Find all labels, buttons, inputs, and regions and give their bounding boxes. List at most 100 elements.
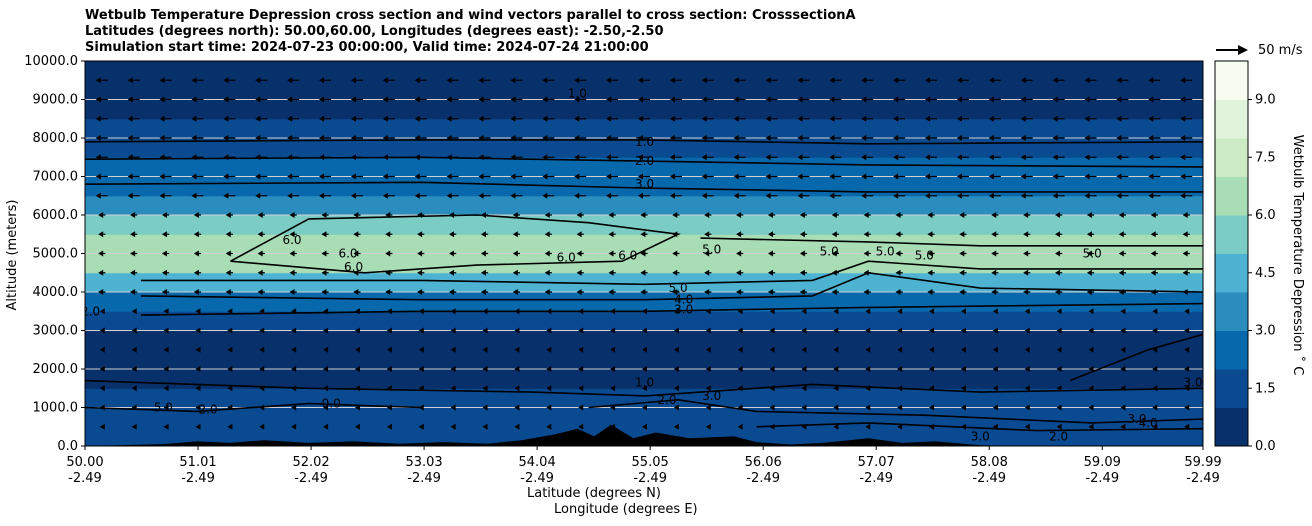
wind-vector-head bbox=[960, 366, 966, 372]
wind-vector-head bbox=[1120, 385, 1126, 392]
contour-label: 2.0 bbox=[657, 393, 676, 407]
wind-vector-head bbox=[897, 308, 903, 315]
wind-vector-head bbox=[225, 231, 231, 238]
wind-vector-head bbox=[673, 423, 679, 430]
wind-vector-head bbox=[1024, 346, 1030, 353]
wind-vector-head bbox=[733, 77, 739, 84]
wind-vector-head bbox=[1148, 192, 1154, 199]
x-tick-label-lon: -2.49 bbox=[294, 471, 328, 486]
wind-vector-head bbox=[514, 346, 520, 353]
wind-vector-head bbox=[131, 385, 137, 392]
wind-vector-head bbox=[929, 346, 935, 353]
wind-vector-head bbox=[130, 269, 136, 276]
wind-vector-head bbox=[98, 269, 104, 276]
colorbar-segment bbox=[1215, 176, 1248, 197]
wind-vector-head bbox=[446, 115, 452, 122]
wind-vector-head bbox=[578, 385, 584, 392]
wind-vector-head bbox=[988, 154, 994, 161]
wind-vector-head bbox=[1024, 366, 1030, 372]
wind-vector-head bbox=[544, 250, 550, 257]
wind-vector-head bbox=[610, 346, 616, 353]
wind-vector-head bbox=[960, 423, 966, 430]
wind-vector-head bbox=[418, 308, 424, 315]
wind-vector-head bbox=[642, 385, 647, 392]
wind-vector-head bbox=[638, 96, 643, 103]
wind-vector-head bbox=[542, 173, 548, 180]
wind-vector-head bbox=[1180, 154, 1186, 161]
wind-vector-head bbox=[159, 96, 165, 103]
wind-vector-head bbox=[354, 404, 360, 411]
wind-vector-head bbox=[925, 192, 931, 199]
depression-band bbox=[85, 407, 1203, 428]
wind-vector-head bbox=[799, 212, 805, 218]
wind-vector-head bbox=[450, 308, 456, 315]
wind-vector-head bbox=[701, 173, 707, 180]
contour-label: 2.0 bbox=[81, 304, 100, 318]
wind-vector-head bbox=[1020, 115, 1026, 122]
wind-vector-head bbox=[514, 366, 520, 372]
wind-vector-head bbox=[1088, 308, 1094, 315]
colorbar-segment bbox=[1215, 426, 1248, 447]
wind-vector-head bbox=[255, 77, 261, 84]
wind-vector-head bbox=[385, 231, 391, 238]
wind-vector-head bbox=[354, 385, 360, 392]
wind-vector-head bbox=[640, 250, 646, 257]
wind-vector-head bbox=[1180, 77, 1186, 84]
depression-band bbox=[85, 234, 1203, 254]
wind-vector-head bbox=[831, 250, 837, 257]
wind-vector-head bbox=[1084, 96, 1090, 103]
wind-vector-head bbox=[130, 289, 136, 295]
wind-vector-head bbox=[672, 231, 678, 238]
wind-vector-head bbox=[195, 404, 201, 411]
contour-label: 2.0 bbox=[1049, 429, 1068, 443]
wind-vector-head bbox=[673, 404, 679, 411]
wind-vector-head bbox=[482, 327, 488, 334]
wind-vector-head bbox=[480, 212, 486, 218]
wind-vector-head bbox=[833, 327, 839, 334]
wind-vector-head bbox=[701, 96, 707, 103]
wind-vector-head bbox=[95, 96, 101, 103]
wind-vector-head bbox=[929, 308, 935, 315]
wind-vector-head bbox=[99, 366, 105, 372]
wind-vector-head bbox=[1086, 212, 1092, 218]
contour-label: 5.0 bbox=[820, 245, 839, 259]
contour-label: 5.0 bbox=[154, 401, 173, 415]
wind-vector-head bbox=[1088, 423, 1094, 430]
wind-vector-head bbox=[1118, 269, 1124, 276]
wind-vector-head bbox=[925, 96, 931, 103]
wind-vector-head bbox=[927, 250, 933, 257]
depression-band bbox=[85, 215, 1203, 235]
wind-vector-head bbox=[608, 250, 614, 257]
wind-vector-head bbox=[546, 404, 552, 411]
wind-vector-head bbox=[799, 289, 805, 295]
wind-vector-head bbox=[223, 154, 229, 161]
wind-vector-head bbox=[1084, 173, 1090, 180]
y-tick-label: 1000.0 bbox=[33, 401, 79, 416]
wind-vector-head bbox=[323, 346, 329, 353]
wind-vector-head bbox=[673, 308, 679, 315]
contour-labels: 1.02.03.06.06.06.06.0 6.0 5.0 5.0 5.0 5.05.04… bbox=[81, 87, 1202, 444]
wind-vector-head bbox=[610, 327, 616, 334]
wind-vector-head bbox=[736, 212, 742, 218]
x-tick-label-lat: 55.05 bbox=[632, 455, 669, 470]
wind-vector-head bbox=[956, 135, 962, 141]
wind-vector-head bbox=[417, 289, 423, 295]
wind-vector-head bbox=[1088, 404, 1094, 411]
wind-vector-head bbox=[1150, 212, 1156, 218]
x-tick-label-lat: 52.02 bbox=[292, 455, 329, 470]
wind-vector-head bbox=[130, 231, 136, 238]
wind-vector-head bbox=[895, 231, 901, 238]
colorbar: 0.0 1.5 3.0 4.5 6.0 7.5 9.0 bbox=[1214, 60, 1276, 454]
wind-vector-head bbox=[578, 327, 584, 334]
wind-vector-head bbox=[574, 173, 580, 180]
depression-band bbox=[85, 272, 1203, 293]
wind-vector-head bbox=[1120, 423, 1126, 430]
wind-vector-head bbox=[131, 404, 137, 411]
wind-vector-head bbox=[927, 231, 933, 238]
wind-vector-head bbox=[578, 346, 584, 353]
wind-vector-head bbox=[163, 423, 169, 430]
wind-vector-head bbox=[1116, 77, 1122, 84]
wind-vector-head bbox=[1024, 385, 1030, 392]
x-tick-label-lat: 59.99 bbox=[1184, 455, 1221, 470]
wind-vector-head bbox=[610, 404, 616, 411]
